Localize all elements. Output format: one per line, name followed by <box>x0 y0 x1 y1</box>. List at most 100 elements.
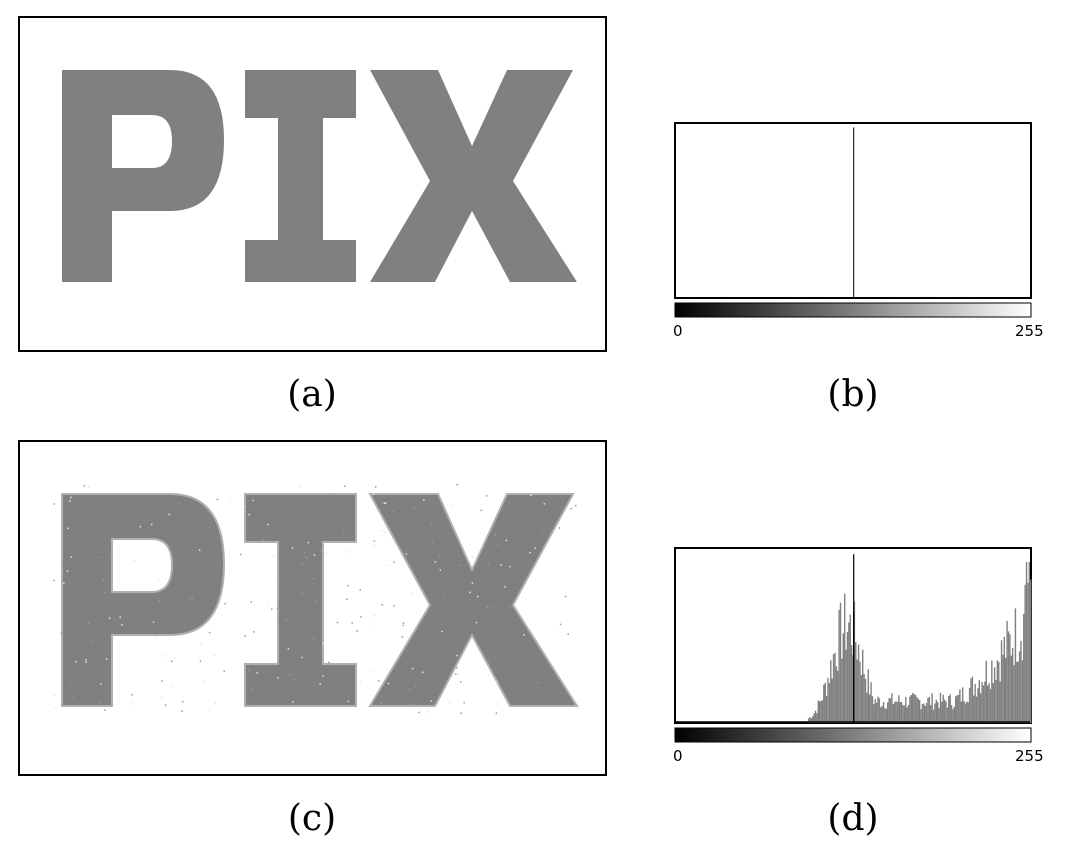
histogram-bar <box>963 701 965 723</box>
histogram-bar <box>993 667 996 723</box>
pix-image-c <box>53 483 579 716</box>
noise-speckle <box>177 502 180 505</box>
histogram-bar <box>917 698 919 723</box>
noise-speckle <box>131 694 133 696</box>
histogram-bar <box>831 678 833 723</box>
noise-speckle <box>214 702 217 705</box>
histogram-bar <box>961 687 964 723</box>
noise-speckle <box>487 674 490 677</box>
noise-speckle <box>181 710 183 712</box>
histogram-bar <box>928 697 931 723</box>
noise-speckle <box>171 685 174 687</box>
histogram-b: 0 255 <box>673 122 1044 340</box>
histogram-bar <box>813 713 815 723</box>
noise-speckle <box>564 595 567 598</box>
noise-speckle <box>322 675 324 677</box>
histogram-bar <box>868 694 871 723</box>
noise-speckle <box>369 623 372 625</box>
noise-speckle <box>158 599 161 602</box>
histogram-bar <box>812 716 814 723</box>
histogram-bar <box>916 696 918 723</box>
histogram-bar <box>1011 647 1014 723</box>
histogram-bar <box>832 654 835 723</box>
histogram-bar <box>968 687 971 723</box>
histogram-bar <box>810 718 813 723</box>
noise-speckle <box>248 669 250 671</box>
noise-speckle <box>567 633 569 635</box>
noise-speckle <box>534 547 537 550</box>
histogram-bar <box>924 705 926 723</box>
histogram-bar <box>1006 620 1008 723</box>
noise-speckle <box>87 486 90 489</box>
histogram-bars <box>676 554 1032 723</box>
histogram-bar <box>935 699 937 723</box>
noise-speckle <box>392 510 394 513</box>
noise-speckle <box>208 631 211 634</box>
histogram-bar <box>1016 661 1018 723</box>
noise-speckle <box>263 693 265 695</box>
noise-speckle <box>328 661 330 664</box>
histogram-bar <box>809 717 811 723</box>
histogram-bar <box>1024 584 1026 723</box>
noise-speckle <box>336 621 339 624</box>
noise-speckle <box>381 529 383 532</box>
histogram-bar <box>967 702 969 723</box>
noise-speckle <box>276 607 279 609</box>
noise-speckle <box>373 544 375 547</box>
histogram-bar <box>992 683 994 723</box>
noise-speckle <box>444 594 446 596</box>
histogram-bar <box>880 707 882 723</box>
histogram-bar <box>893 702 896 723</box>
histogram-bar <box>909 696 911 723</box>
noise-speckle <box>351 622 353 624</box>
axis-max-label: 255 <box>1015 322 1044 340</box>
noise-speckle <box>405 553 408 555</box>
pix-image-a <box>62 70 577 282</box>
histogram-bar <box>857 644 860 723</box>
histogram-bar <box>843 593 846 723</box>
letter-i-noisy <box>244 493 357 707</box>
histogram-bar <box>974 683 976 723</box>
histogram-bar <box>991 660 993 723</box>
noise-speckle <box>102 579 105 581</box>
noise-speckle <box>384 502 387 504</box>
histogram-bar <box>1007 631 1010 723</box>
histogram-bar <box>980 693 982 723</box>
noise-speckle <box>216 498 219 501</box>
noise-speckle <box>574 504 577 507</box>
histogram-bar <box>1013 665 1015 723</box>
noise-speckle <box>131 702 134 705</box>
histogram-bar <box>975 696 978 723</box>
noise-speckle <box>292 701 294 703</box>
histogram-bar <box>850 645 853 723</box>
noise-speckle <box>418 711 420 714</box>
noise-speckle <box>460 681 462 683</box>
histogram-bar <box>1018 651 1021 723</box>
histogram-bar <box>887 702 889 723</box>
noise-speckle <box>438 554 441 557</box>
noise-speckle <box>299 486 302 488</box>
histogram-bar <box>964 703 967 723</box>
noise-speckle <box>523 634 525 636</box>
noise-speckle <box>359 589 361 591</box>
noise-speckle <box>373 540 376 542</box>
noise-speckle <box>374 486 377 488</box>
noise-speckle <box>105 658 108 660</box>
noise-speckle <box>383 502 386 505</box>
noise-speckle <box>408 688 411 691</box>
histogram-bar <box>856 659 858 723</box>
noise-speckle <box>139 525 142 528</box>
noise-speckle <box>133 559 136 562</box>
histogram-bar <box>1003 636 1006 723</box>
histogram-bar <box>884 708 886 723</box>
histogram-bar <box>925 702 928 723</box>
noise-speckle <box>307 541 310 544</box>
noise-speckle <box>497 544 500 547</box>
histogram-bar <box>834 652 836 723</box>
histogram-bar <box>950 705 953 723</box>
histogram-bar <box>938 708 940 723</box>
histogram-bar <box>877 696 879 723</box>
histogram-bar <box>873 704 875 723</box>
histogram-bar <box>899 701 901 723</box>
noise-speckle <box>319 683 321 686</box>
